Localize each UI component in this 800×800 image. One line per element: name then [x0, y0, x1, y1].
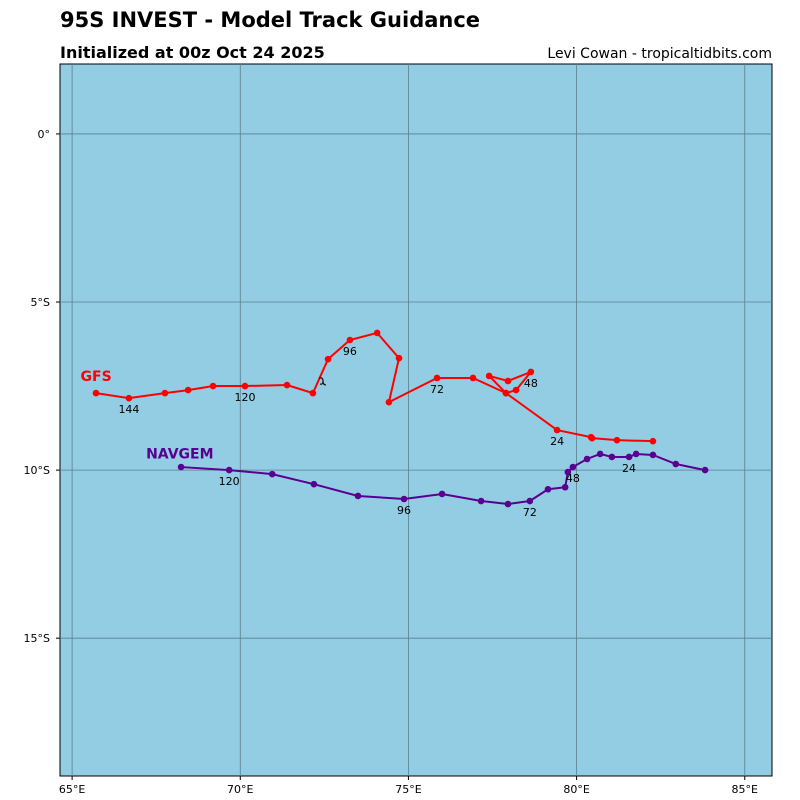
- track-point: [324, 355, 332, 363]
- y-tick-label: 5°S: [31, 296, 50, 309]
- track-point: [433, 374, 441, 382]
- track-point: [161, 389, 169, 397]
- track-point: [553, 426, 561, 434]
- x-tick-label: 80°E: [563, 783, 589, 796]
- forecast-hour-label: 96: [343, 345, 357, 358]
- track-point: [477, 497, 485, 505]
- storm-symbol: [318, 377, 327, 386]
- forecast-hour-label: 120: [219, 475, 240, 488]
- track-point: [583, 455, 591, 463]
- track-point: [225, 466, 233, 474]
- track-gfs: 24 48 72 96 120 144 GFS: [81, 329, 657, 448]
- track-point: [268, 470, 276, 478]
- forecast-hour-label: 120: [234, 391, 255, 404]
- track-point: [346, 336, 354, 344]
- track-point: [283, 381, 291, 389]
- track-point: [310, 480, 318, 488]
- model-label: NAVGEM: [146, 446, 213, 462]
- x-tick-label: 75°E: [395, 783, 421, 796]
- y-tick-label: 15°S: [24, 632, 50, 645]
- forecast-hour-label: 72: [523, 506, 537, 519]
- model-label: GFS: [81, 369, 112, 385]
- track-point: [596, 450, 604, 458]
- track-point: [504, 377, 512, 385]
- track-point: [544, 485, 552, 493]
- x-tick-label: 70°E: [227, 783, 253, 796]
- track-point: [241, 382, 249, 390]
- track-point: [209, 382, 217, 390]
- forecast-hour-label: 24: [550, 435, 564, 448]
- forecast-hour-label: 96: [397, 504, 411, 517]
- track-point: [632, 450, 640, 458]
- track-point: [469, 374, 477, 382]
- track-point: [512, 386, 520, 394]
- y-tick-label: 0°: [38, 128, 51, 141]
- y-tick-label: 10°S: [24, 464, 50, 477]
- track-point: [701, 466, 709, 474]
- track-line: [95, 331, 653, 443]
- track-point: [625, 453, 633, 461]
- chart-subtitle: Initialized at 00z Oct 24 2025: [60, 43, 325, 62]
- track-point: [527, 368, 535, 376]
- track-point: [526, 497, 534, 505]
- track-point: [177, 463, 185, 471]
- track-point: [649, 451, 657, 459]
- forecast-hour-label: 72: [430, 383, 444, 396]
- forecast-hour-label: 24: [622, 462, 636, 475]
- track-line: [181, 452, 706, 506]
- track-point: [649, 437, 657, 445]
- track-point: [400, 495, 408, 503]
- track-point: [373, 329, 381, 337]
- track-point: [502, 389, 510, 397]
- track-point: [613, 436, 621, 444]
- x-tick-label: 65°E: [59, 783, 85, 796]
- track-point: [184, 386, 192, 394]
- forecast-hour-label: 144: [118, 403, 139, 416]
- track-point: [395, 354, 403, 362]
- forecast-hour-label: 48: [566, 472, 580, 485]
- track-point: [309, 389, 317, 397]
- track-point: [504, 500, 512, 508]
- map-area: [59, 63, 773, 777]
- track-point: [92, 389, 100, 397]
- track-navgem: 24 48 72 96 120 NAVGEM: [146, 446, 709, 519]
- x-tick-label: 85°E: [732, 783, 758, 796]
- chart-credit: Levi Cowan - tropicaltidbits.com: [547, 46, 772, 62]
- track-point: [438, 490, 446, 498]
- track-point: [672, 460, 680, 468]
- forecast-hour-label: 48: [524, 377, 538, 390]
- chart-title: 95S INVEST - Model Track Guidance: [60, 8, 480, 32]
- track-point: [561, 483, 569, 491]
- track-point: [354, 492, 362, 500]
- track-point: [587, 433, 595, 441]
- track-point: [569, 463, 577, 471]
- track-point: [125, 394, 133, 402]
- track-point: [564, 468, 572, 476]
- track-point: [608, 453, 616, 461]
- track-point: [485, 372, 493, 380]
- track-point: [385, 398, 393, 406]
